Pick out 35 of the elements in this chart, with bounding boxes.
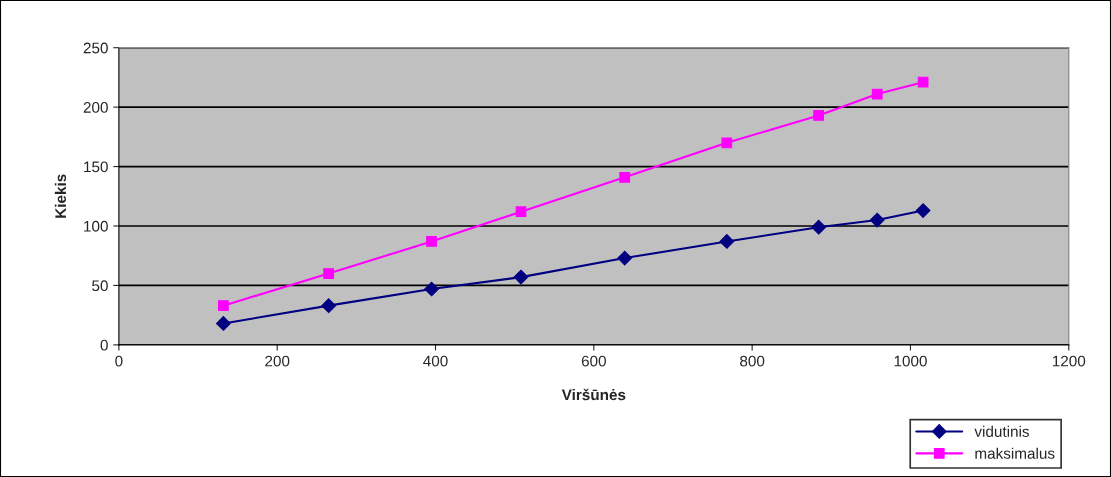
point <box>513 269 529 285</box>
y-tick-label: 100 <box>84 220 108 232</box>
point <box>721 137 733 149</box>
y-tick-label: 150 <box>84 161 108 173</box>
point <box>323 268 335 279</box>
y-axis-title: Kiekis <box>54 174 67 218</box>
point <box>619 171 631 183</box>
legend-label: vidutinis <box>974 425 1030 437</box>
point <box>871 88 883 100</box>
point <box>869 212 885 228</box>
y-tick-label: 250 <box>83 42 108 54</box>
y-tick-label: 200 <box>83 102 108 113</box>
y-tick-label: 50 <box>92 280 108 292</box>
point <box>426 236 437 247</box>
x-tick-label: 400 <box>423 355 448 367</box>
y-tick-label: 0 <box>100 339 108 351</box>
x-tick-label: 200 <box>265 355 290 367</box>
x-axis-title: Viršūnės <box>561 388 626 401</box>
x-tick-label: 0 <box>115 355 123 367</box>
x-tick-label: 1000 <box>894 355 927 367</box>
legend-label: maksimalus <box>975 447 1055 459</box>
point <box>617 250 633 266</box>
point <box>719 234 735 249</box>
x-tick-label: 800 <box>740 355 765 367</box>
point <box>917 76 929 88</box>
point <box>215 316 231 331</box>
point <box>321 298 337 314</box>
point <box>515 206 527 218</box>
point <box>813 110 825 121</box>
x-tick-label: 1200 <box>1052 355 1086 367</box>
point <box>424 281 439 297</box>
point <box>217 300 229 312</box>
x-tick-label: 600 <box>581 355 606 367</box>
point <box>915 203 931 218</box>
point <box>811 219 827 235</box>
